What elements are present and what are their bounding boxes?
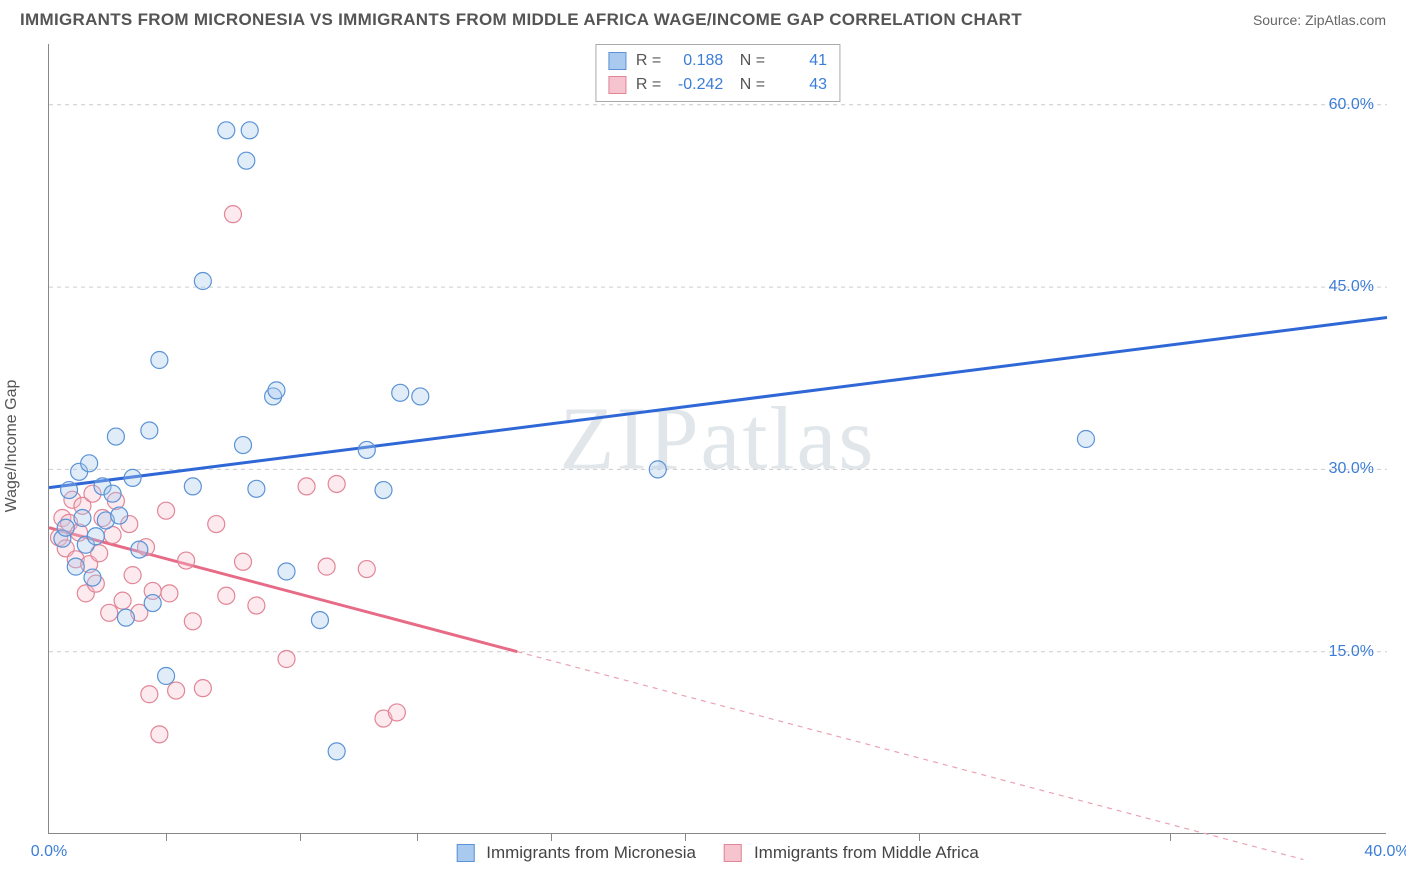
r-label: R = xyxy=(636,49,661,73)
y-axis-label: Wage/Income Gap xyxy=(3,380,21,513)
legend-label-2: Immigrants from Middle Africa xyxy=(754,843,979,863)
legend-item-2: Immigrants from Middle Africa xyxy=(724,843,979,863)
bottom-legend: Immigrants from Micronesia Immigrants fr… xyxy=(456,843,979,863)
y-tick-label: 15.0% xyxy=(1329,643,1374,661)
x-tick-mark xyxy=(685,833,686,841)
r-value-2: -0.242 xyxy=(667,73,723,97)
chart-plot-area: ZIPatlas R = 0.188 N = 41 R = -0.242 N =… xyxy=(48,44,1386,834)
stats-row-series-2: R = -0.242 N = 43 xyxy=(608,73,827,97)
x-tick-label: 0.0% xyxy=(31,843,67,861)
y-tick-label: 60.0% xyxy=(1329,96,1374,114)
x-tick-mark xyxy=(1170,833,1171,841)
x-tick-mark xyxy=(919,833,920,841)
scatter-svg xyxy=(49,44,1386,833)
legend-swatch-2 xyxy=(724,844,742,862)
stats-row-series-1: R = 0.188 N = 41 xyxy=(608,49,827,73)
n-value-2: 43 xyxy=(771,73,827,97)
source-attribution: Source: ZipAtlas.com xyxy=(1253,12,1386,28)
x-tick-mark xyxy=(417,833,418,841)
n-label: N = xyxy=(740,73,765,97)
r-value-1: 0.188 xyxy=(667,49,723,73)
swatch-series-1 xyxy=(608,52,626,70)
y-tick-label: 30.0% xyxy=(1329,460,1374,478)
legend-label-1: Immigrants from Micronesia xyxy=(486,843,696,863)
n-value-1: 41 xyxy=(771,49,827,73)
n-label: N = xyxy=(740,49,765,73)
swatch-series-2 xyxy=(608,76,626,94)
x-tick-mark xyxy=(166,833,167,841)
legend-item-1: Immigrants from Micronesia xyxy=(456,843,696,863)
legend-swatch-1 xyxy=(456,844,474,862)
x-tick-label: 40.0% xyxy=(1364,843,1406,861)
x-tick-mark xyxy=(551,833,552,841)
chart-title: IMMIGRANTS FROM MICRONESIA VS IMMIGRANTS… xyxy=(20,10,1022,30)
x-tick-mark xyxy=(300,833,301,841)
correlation-stats-box: R = 0.188 N = 41 R = -0.242 N = 43 xyxy=(595,44,840,102)
y-tick-label: 45.0% xyxy=(1329,278,1374,296)
r-label: R = xyxy=(636,73,661,97)
